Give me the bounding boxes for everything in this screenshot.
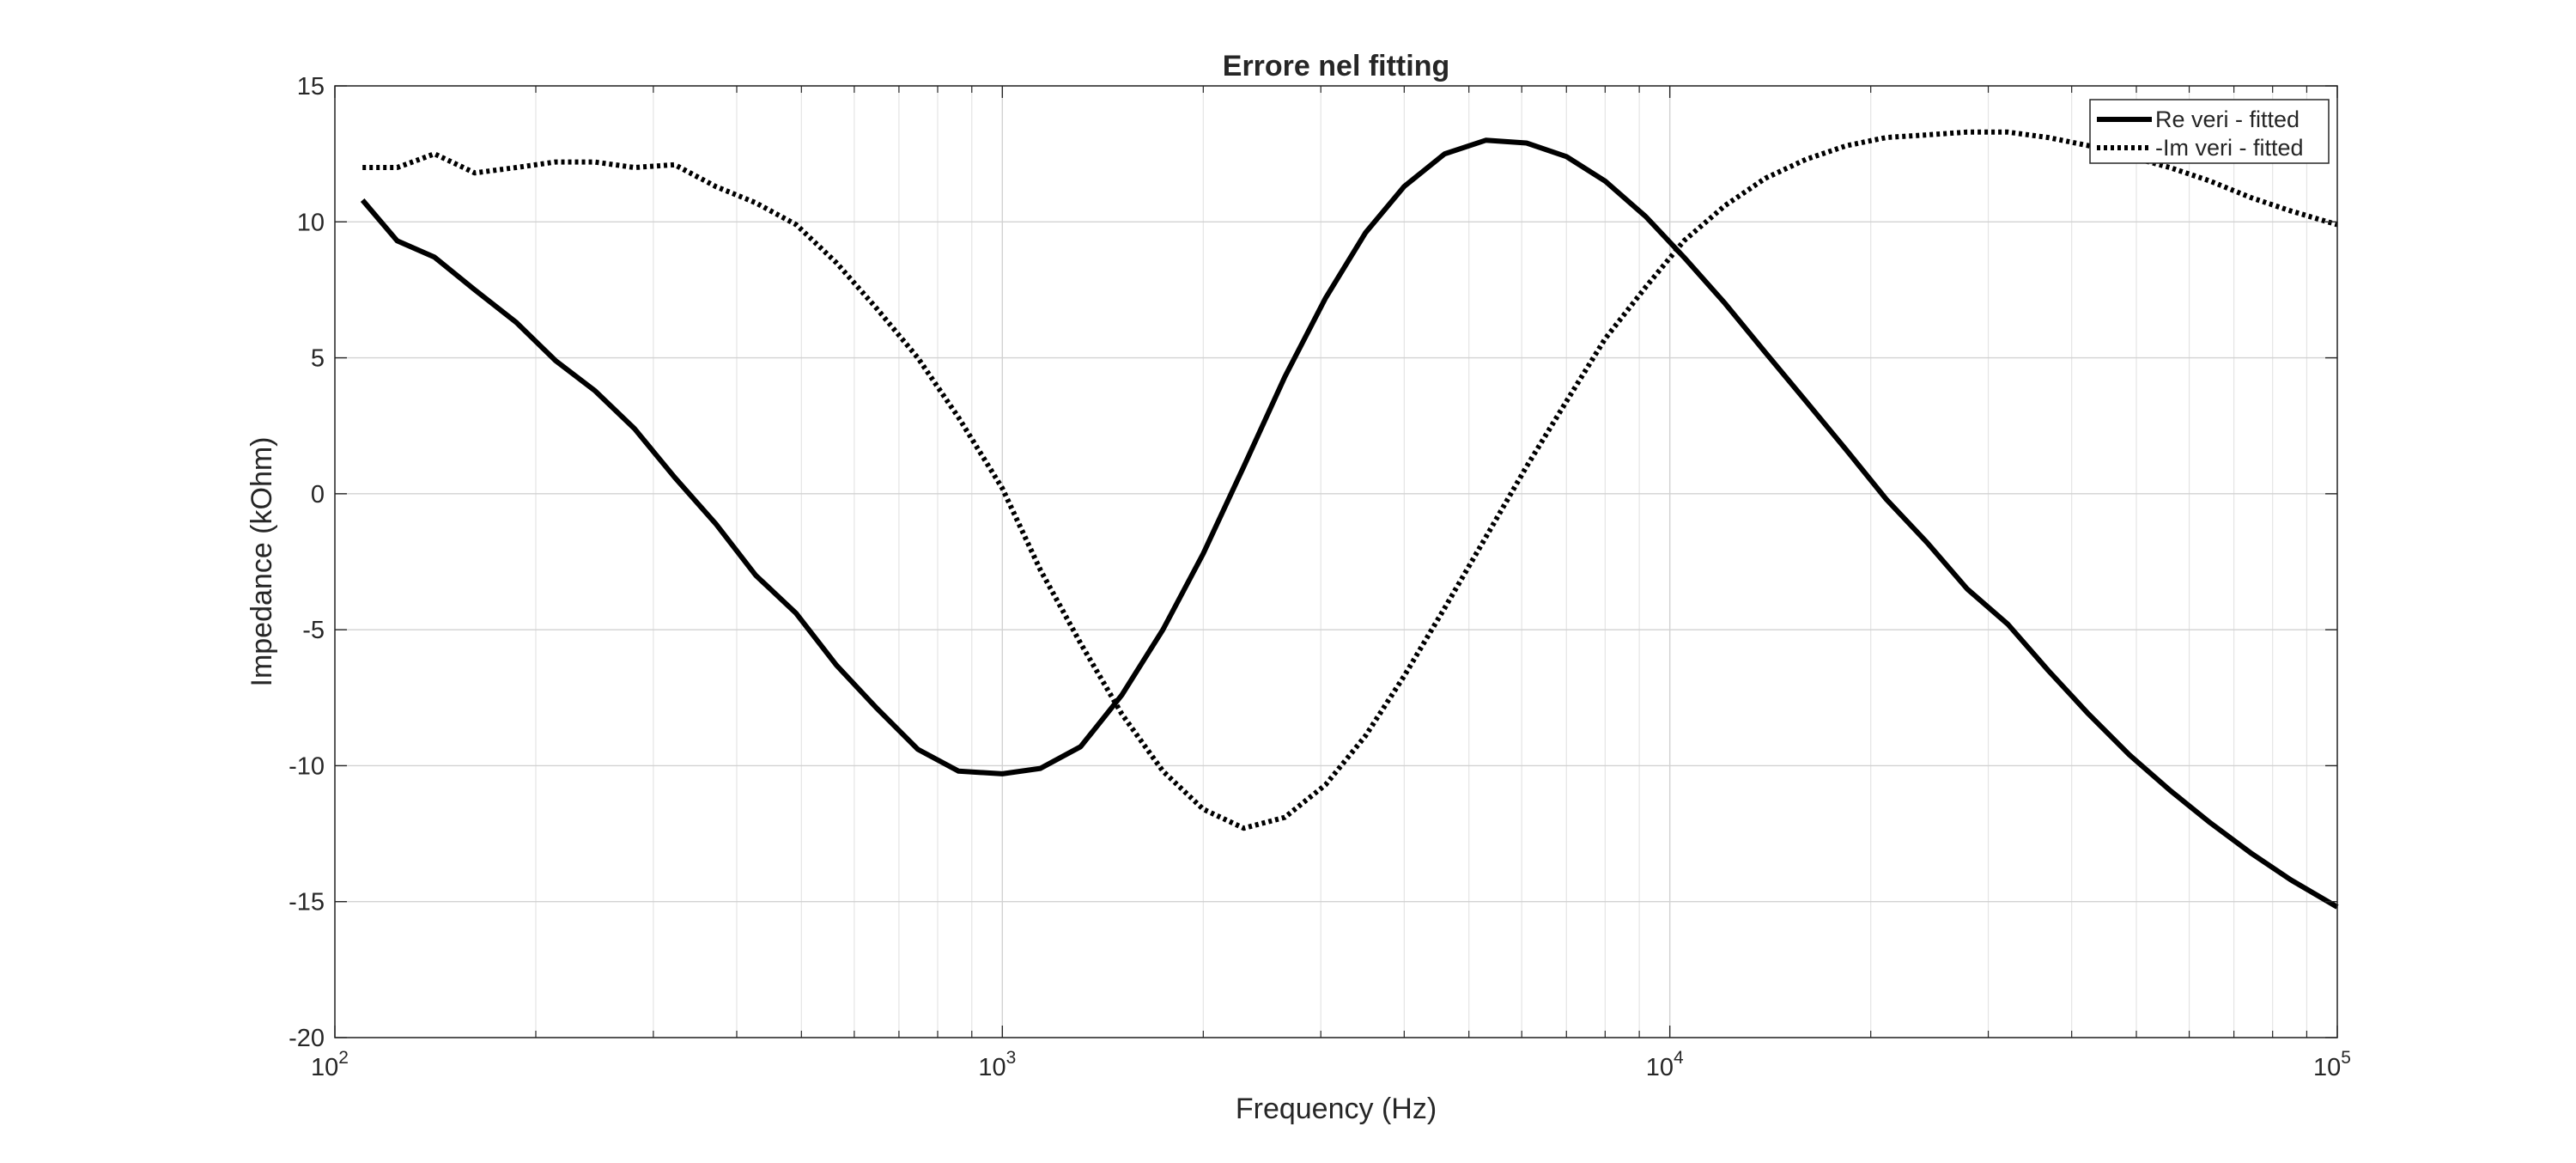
y-tick-labels: 15 10 5 0 -5 -10 -15 -20: [289, 73, 325, 1052]
x-axis-label: Frequency (Hz): [1236, 1093, 1437, 1125]
series-layer: [360, 129, 2339, 910]
series-line-re: [360, 137, 2339, 910]
y-tick-label: 5: [311, 345, 325, 373]
y-tick-label: -5: [302, 617, 325, 644]
x-tick-labels: 102 103 104 105: [311, 1048, 2351, 1081]
plot-frame: [334, 85, 2338, 1038]
y-tick-label: 0: [311, 481, 325, 508]
chart-title: Errore nel fitting: [1223, 50, 1449, 82]
x-tick-label: 104: [1646, 1048, 1684, 1081]
legend-label-re: Re veri - fitted: [2155, 107, 2300, 132]
series-line-im: [362, 129, 2338, 831]
legend: Re veri - fitted -Im veri - fitted: [2089, 99, 2330, 164]
y-axis-label: Impedance (kOhm): [246, 437, 278, 687]
y-tick-label: -20: [289, 1025, 325, 1052]
x-tick-label: 103: [978, 1048, 1016, 1081]
x-tick-label: 105: [2313, 1048, 2351, 1081]
tick-marks: [334, 85, 2338, 1038]
legend-label-im: -Im veri - fitted: [2155, 135, 2304, 161]
y-tick-label: 10: [297, 209, 325, 236]
plot-area: [335, 86, 2337, 1038]
x-tick-label: 102: [311, 1048, 349, 1081]
y-tick-label: 15: [297, 73, 325, 100]
minor-gridlines: [535, 86, 2308, 1038]
y-tick-label: -10: [289, 752, 325, 780]
y-tick-label: -15: [289, 889, 325, 916]
legend-box: [2089, 99, 2330, 164]
